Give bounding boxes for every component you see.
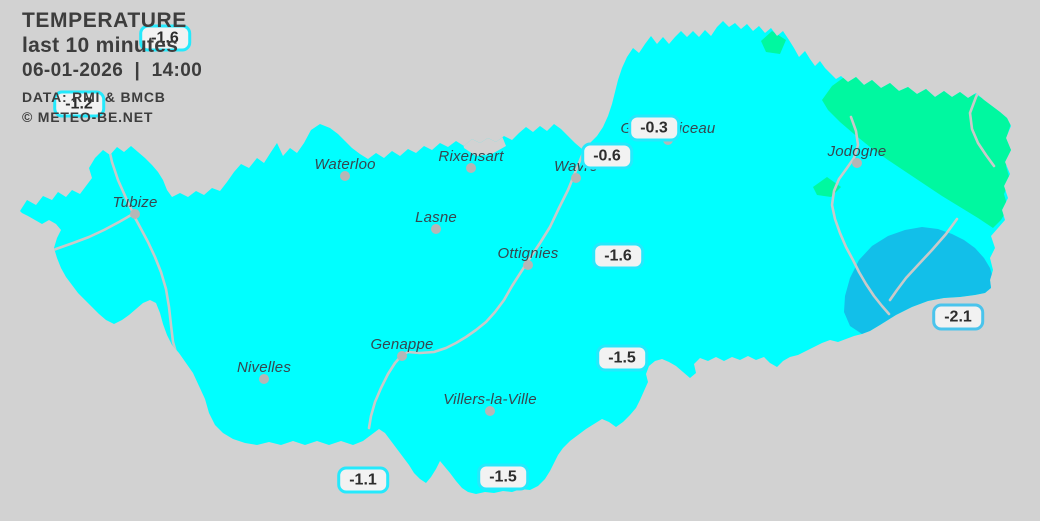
temperature-badge: -1.5: [596, 344, 648, 372]
road-line: [888, 217, 959, 302]
temperature-badge: -1.5: [477, 463, 529, 491]
copyright-label: © METEO-BE.NET: [22, 109, 154, 125]
road-line: [20, 212, 179, 358]
page-title: TEMPERATURE: [22, 9, 187, 32]
city-dot-icon: [523, 260, 533, 270]
city-label: Villers-la-Ville: [443, 391, 537, 408]
city-label: Tubize: [112, 194, 158, 211]
temperature-badge: -1.6: [592, 242, 644, 270]
city-dot-icon: [259, 374, 269, 384]
city-label: Genappe: [370, 336, 434, 353]
data-source-label: DATA: RMI & BMCB: [22, 89, 166, 105]
page-subtitle: last 10 minutes: [22, 34, 179, 57]
temperature-badge: -2.1: [932, 303, 984, 331]
datetime-label: 06-01-2026 | 14:00: [22, 60, 203, 81]
temperature-badge: -1.2: [53, 90, 105, 118]
road-line: [968, 79, 996, 168]
city-label: Ottignies: [497, 245, 559, 262]
city-dot-icon: [130, 209, 140, 219]
city-label: Lasne: [415, 209, 457, 226]
city-label: Nivelles: [236, 359, 292, 376]
warmer-region-northeast: [822, 74, 1011, 228]
city-dot-icon: [340, 171, 350, 181]
city-dot-icon: [431, 224, 441, 234]
colder-region-southeast: [844, 227, 993, 334]
warmer-patch-north: [761, 31, 786, 54]
city-dot-icon: [852, 158, 862, 168]
temperature-badge: -1.1: [337, 466, 389, 494]
map-header: TEMPERATURE last 10 minutes 06-01-2026 |…: [22, 8, 202, 127]
city-label: Waterloo: [314, 156, 376, 173]
city-dot-icon: [397, 351, 407, 361]
city-label: Jodogne: [827, 143, 887, 160]
city-label: Rixensart: [438, 148, 504, 165]
temperature-badge: -1.6: [139, 24, 191, 52]
temperature-badge: -0.6: [581, 142, 633, 170]
city-dot-icon: [466, 163, 476, 173]
road-line: [830, 115, 891, 316]
temperature-badge: -0.3: [628, 114, 680, 142]
road-line: [367, 146, 587, 430]
road-line: [106, 142, 135, 215]
city-dot-icon: [571, 173, 581, 183]
city-dot-icon: [485, 406, 495, 416]
